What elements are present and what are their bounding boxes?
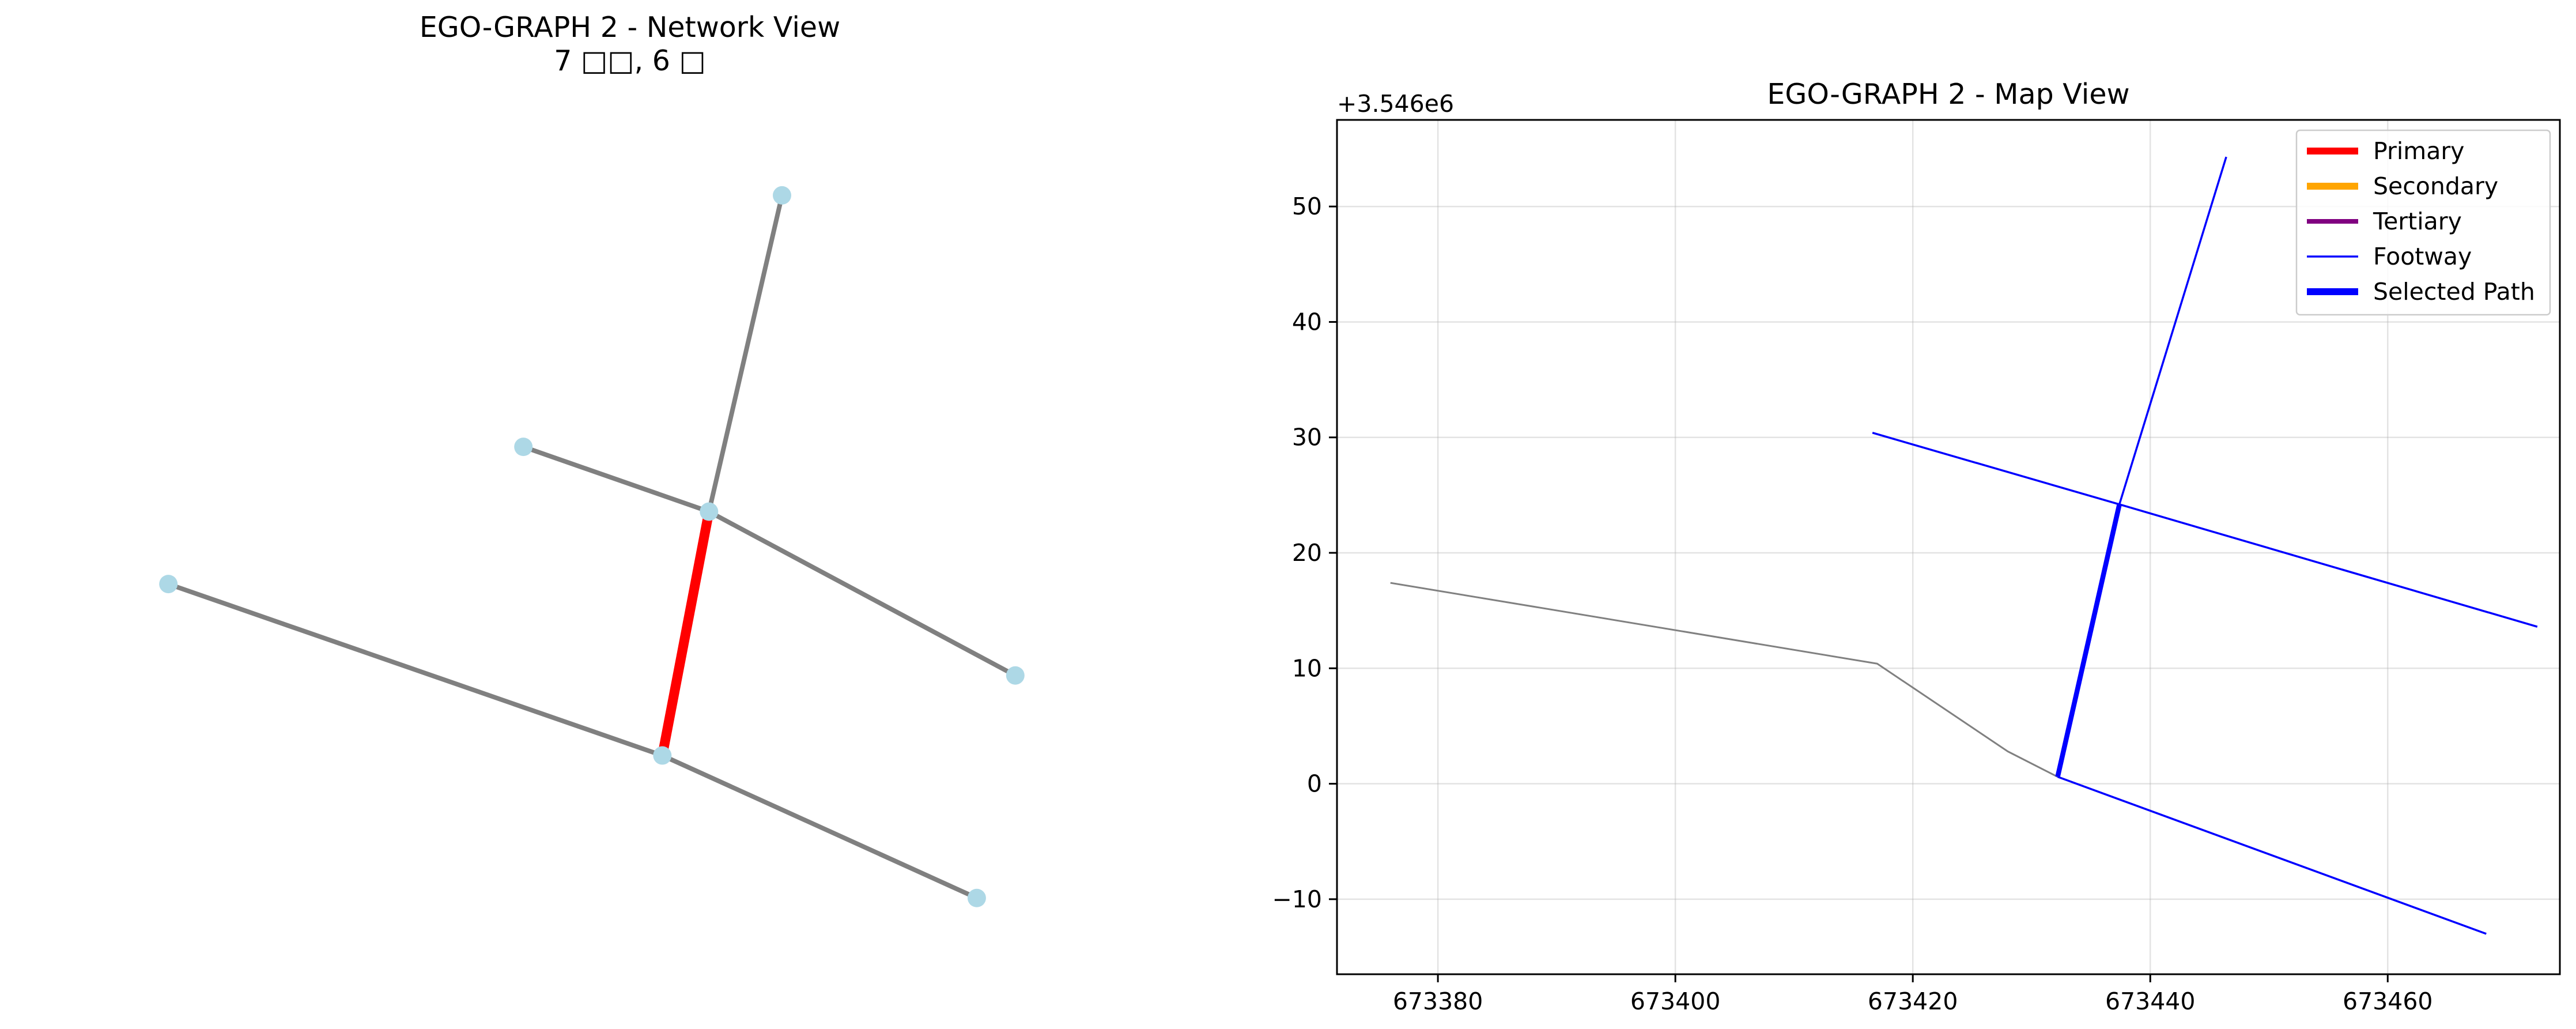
selected-path-line [2055,503,2122,778]
map-axes-frame [1336,119,2561,975]
y-offset-label: +3.546e6 [1337,90,1454,118]
network-edge-highlighted [657,510,714,757]
network-node [967,888,986,907]
x-tick-label: 673420 [1868,987,1958,1015]
network-node [700,502,719,521]
network-node [514,438,533,457]
network-edge [522,444,710,514]
footway-line [2057,775,2487,935]
x-tick-label: 673380 [1393,987,1483,1015]
network-nodes [159,186,1025,907]
x-tick-label: 673440 [2105,987,2196,1015]
network-view-subtitle: 7 □□, 6 □ [554,44,706,77]
map-series [1390,156,2538,935]
y-tick-label: 10 [1292,654,1322,682]
x-tick-label: 673400 [1630,987,1721,1015]
network-view-panel: EGO-GRAPH 2 - Network View 7 □□, 6 □ [159,11,1025,907]
network-node [653,746,672,765]
map-view-panel: EGO-GRAPH 2 - Map View +3.546e6 673380 67… [1272,78,2561,1015]
legend-label: Secondary [2373,172,2498,200]
network-view-title: EGO-GRAPH 2 - Network View [420,11,840,44]
footway-line [1872,432,2538,628]
y-tick-label: −10 [1272,885,1322,913]
network-edges [167,194,1017,900]
y-tick-label: 30 [1292,424,1322,451]
map-legend: Primary Secondary Tertiary Footway Selected … [2295,129,2551,316]
legend-label: Primary [2373,137,2464,165]
legend-box [2295,129,2551,316]
network-edge [661,753,978,900]
map-ticks: 673380 673400 673420 673440 673460 −10 0 10 20 30… [1272,193,2433,1015]
network-edge [167,582,663,758]
legend-label: Tertiary [2373,208,2462,235]
x-tick-label: 673460 [2343,987,2433,1015]
network-node [773,186,791,205]
network-edge [707,194,784,512]
unclassified-road-line [1390,582,2058,778]
network-node [1006,666,1025,685]
map-view-title: EGO-GRAPH 2 - Map View [1767,78,2129,111]
footway-line [2118,156,2227,505]
y-tick-label: 40 [1292,308,1322,336]
legend-label: Selected Path [2373,278,2535,306]
network-edge [708,509,1017,678]
legend-label: Footway [2373,243,2472,270]
y-tick-label: 50 [1292,193,1322,220]
y-tick-label: 20 [1292,539,1322,567]
map-grid [1337,120,2560,974]
y-tick-label: 0 [1307,770,1322,798]
network-node [159,575,178,594]
